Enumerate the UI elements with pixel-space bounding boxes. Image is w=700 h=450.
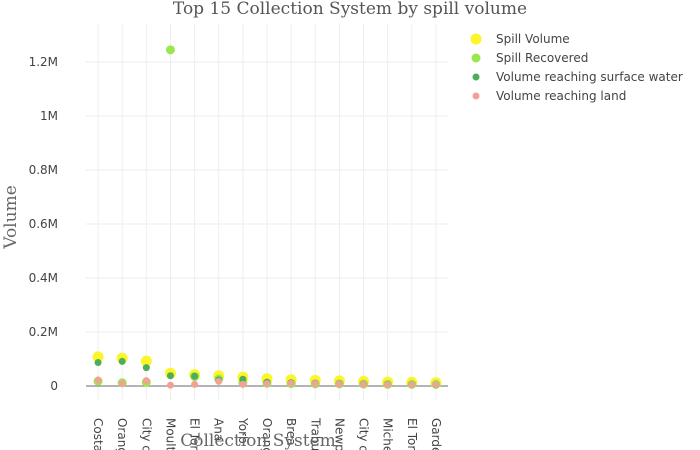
y-tick-label: 1M: [40, 109, 58, 123]
x-tick-label: El Tor: [188, 418, 202, 450]
data-point[interactable]: [118, 357, 126, 365]
data-point[interactable]: [215, 377, 223, 385]
data-point[interactable]: [94, 376, 102, 384]
data-point[interactable]: [118, 380, 126, 388]
legend-marker: [472, 73, 480, 81]
data-point[interactable]: [92, 351, 104, 363]
legend-marker: [471, 53, 481, 63]
legend-label: Volume reaching land: [496, 89, 626, 103]
data-point[interactable]: [239, 380, 247, 388]
x-axis-ticks: Costa Orang City o Moult El Tor Ana Yorb Orang B…: [91, 417, 443, 450]
legend-item[interactable]: Spill Recovered: [471, 51, 589, 65]
data-point[interactable]: [263, 380, 271, 388]
data-point[interactable]: [335, 380, 343, 388]
data-point[interactable]: [140, 355, 152, 367]
legend[interactable]: Spill Volume Spill Recovered Volume reachi…: [470, 32, 683, 103]
data-point[interactable]: [384, 381, 392, 389]
data-point[interactable]: [94, 359, 102, 367]
chart-title: Top 15 Collection System by spill volume: [173, 0, 527, 19]
y-tick-label: 0.4M: [29, 271, 58, 285]
data-point[interactable]: [191, 372, 199, 380]
x-tick-label: Miche: [381, 418, 395, 450]
x-tick-label: Costa: [91, 418, 105, 450]
x-tick-label: City o: [357, 418, 371, 450]
legend-marker: [470, 33, 482, 45]
y-tick-label: 0: [50, 379, 58, 393]
x-tick-label: Ana: [212, 418, 226, 441]
y-axis-title: Volume: [1, 185, 21, 250]
legend-label: Spill Recovered: [496, 51, 588, 65]
legend-label: Spill Volume: [496, 32, 570, 46]
x-tick-label: Yorb: [236, 417, 250, 444]
data-point[interactable]: [311, 380, 319, 388]
data-point[interactable]: [165, 45, 175, 55]
data-point[interactable]: [432, 381, 440, 389]
legend-marker: [472, 92, 480, 100]
data-points: [92, 45, 442, 389]
x-tick-label: El Tor: [405, 418, 419, 450]
x-axis-title: Collection System: [180, 431, 336, 450]
data-point[interactable]: [408, 381, 416, 389]
data-point[interactable]: [191, 380, 199, 388]
y-axis-ticks: 0 0.2M 0.4M 0.6M 0.8M 1M 1.2M: [29, 55, 58, 393]
data-point[interactable]: [142, 364, 150, 372]
legend-item[interactable]: Spill Volume: [470, 32, 570, 46]
data-point[interactable]: [239, 375, 247, 383]
x-tick-label: Orang: [115, 418, 129, 450]
data-point[interactable]: [142, 377, 150, 385]
x-tick-label: Garde: [429, 418, 443, 450]
legend-item[interactable]: Volume reaching surface water: [472, 70, 683, 84]
data-point[interactable]: [360, 380, 368, 388]
y-tick-label: 1.2M: [29, 55, 58, 69]
x-tick-label: Moult: [163, 418, 177, 450]
legend-item[interactable]: Volume reaching land: [472, 89, 627, 103]
x-tick-label: Orang: [260, 418, 274, 450]
x-tick-label: Brea: [284, 418, 298, 446]
y-tick-label: 0.8M: [29, 163, 58, 177]
data-point[interactable]: [287, 379, 295, 387]
y-tick-label: 0.6M: [29, 217, 58, 231]
grid-lines: [86, 24, 448, 400]
x-tick-label: City o: [139, 418, 153, 450]
x-tick-label: Newp: [332, 418, 346, 450]
data-point[interactable]: [166, 381, 174, 389]
data-point[interactable]: [166, 372, 174, 380]
y-tick-label: 0.2M: [29, 325, 58, 339]
legend-label: Volume reaching surface water: [496, 70, 683, 84]
x-tick-label: Trabu: [308, 417, 322, 450]
